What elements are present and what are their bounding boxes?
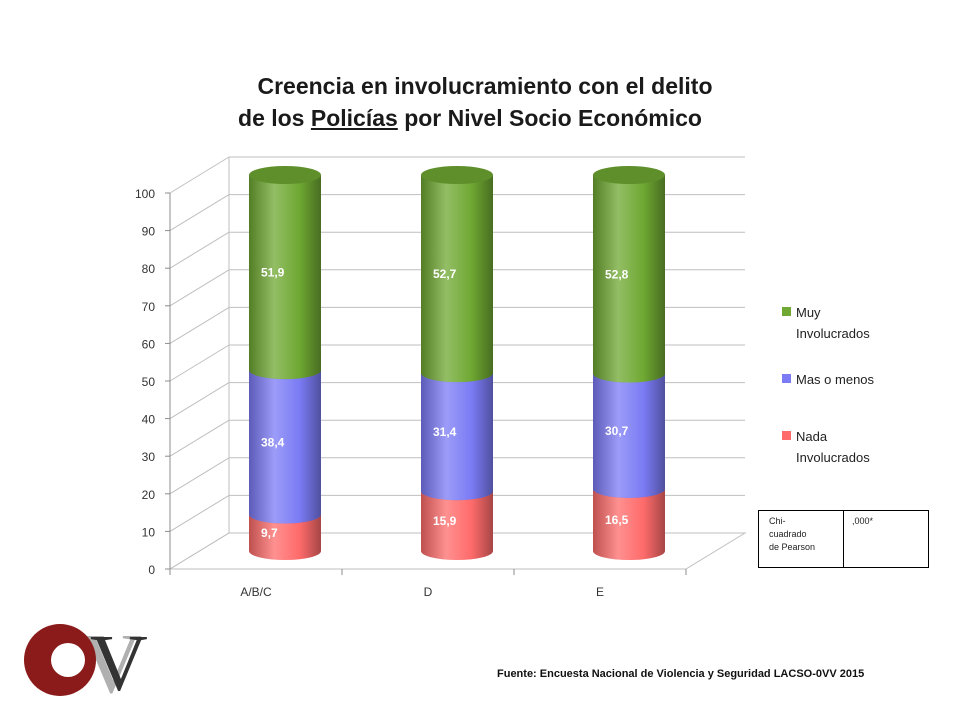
legend-label: Involucrados <box>796 326 870 341</box>
bar-segment <box>421 373 493 501</box>
chart-title: Creencia en involucramiento con el delit… <box>0 70 960 134</box>
data-label: 38,4 <box>261 435 285 449</box>
side-gridline <box>169 344 230 382</box>
data-label: 30,7 <box>605 424 629 438</box>
y-tick-label: 40 <box>142 413 156 427</box>
logo-v-letter: V <box>90 620 148 700</box>
y-tick-label: 50 <box>142 375 156 389</box>
side-gridline <box>169 156 230 194</box>
data-label: 9,7 <box>261 526 278 540</box>
logo-o-inner <box>51 643 85 677</box>
legend-item-nada-involucrados: Nada Involucrados <box>782 426 892 468</box>
data-label: 52,7 <box>433 267 457 281</box>
side-gridline <box>169 419 230 457</box>
legend-item-muy-involucrados: Muy Involucrados <box>782 302 892 344</box>
legend-label: Muy <box>796 305 821 320</box>
data-label: 15,9 <box>433 514 457 528</box>
y-tick-label: 90 <box>142 225 156 239</box>
bar-segment <box>249 175 321 380</box>
bar-segment <box>593 488 665 560</box>
chi-label-line: Chi- <box>769 516 786 526</box>
title-line2-suffix: por Nivel Socio Económico <box>397 105 702 131</box>
chart-legend: Muy Involucrados Mas o menos Nada Involu… <box>782 302 892 468</box>
data-label: 31,4 <box>433 425 457 439</box>
bar-segment <box>249 514 321 560</box>
ovv-logo: V V <box>22 615 182 711</box>
side-gridline <box>169 457 230 495</box>
source-note: Fuente: Encuesta Nacional de Violencia y… <box>497 668 865 680</box>
chi-label-line: cuadrado <box>769 529 807 539</box>
legend-swatch-blue <box>782 374 791 383</box>
data-label: 52,8 <box>605 267 629 281</box>
legend-swatch-red <box>782 431 791 440</box>
chi-square-label: Chi- cuadrado de Pearson <box>759 511 844 567</box>
y-tick-label: 60 <box>142 337 156 351</box>
chart-title-line2: de los Policías por Nivel Socio Económic… <box>0 102 960 134</box>
bar-segment <box>421 175 493 383</box>
bar-segment <box>249 370 321 524</box>
bar-segment <box>421 491 493 560</box>
chi-square-value: ,000* <box>852 516 874 526</box>
x-tick-label: A/B/C <box>240 585 272 599</box>
side-gridline <box>169 382 230 420</box>
title-underlined-word: Policías <box>310 105 398 131</box>
y-tick-label: 70 <box>142 300 156 314</box>
bar-segment-top <box>421 166 493 184</box>
ovv-logo-graphic: V V <box>24 615 148 711</box>
y-tick-label: 0 <box>148 563 155 577</box>
bar-segment-top <box>593 166 665 184</box>
side-gridline <box>169 306 230 344</box>
y-tick-label: 30 <box>142 450 156 464</box>
title-line2-prefix: de los <box>238 105 311 131</box>
bar-segment-top <box>249 166 321 184</box>
x-tick-label: E <box>596 585 604 599</box>
bar-segment <box>593 373 665 498</box>
y-tick-label: 10 <box>142 525 156 539</box>
chi-label-line: de Pearson <box>769 542 816 552</box>
side-gridline <box>169 269 230 307</box>
chart-title-line1: Creencia en involucramiento con el delit… <box>257 73 713 99</box>
side-gridline <box>169 231 230 269</box>
bar-segment <box>593 175 665 383</box>
legend-label: Mas o menos <box>796 372 875 387</box>
x-tick-label: D <box>424 585 433 599</box>
legend-swatch-green <box>782 307 791 316</box>
y-tick-label: 20 <box>142 488 156 502</box>
y-tick-label: 80 <box>142 262 156 276</box>
side-gridline <box>169 494 230 532</box>
chi-square-box: Chi- cuadrado de Pearson ,000* <box>758 510 929 568</box>
legend-label: Involucrados <box>796 450 870 465</box>
legend-label: Nada <box>796 429 828 444</box>
side-gridline <box>169 194 230 232</box>
data-label: 16,5 <box>605 513 629 527</box>
y-tick-label: 100 <box>135 187 155 201</box>
legend-item-mas-o-menos: Mas o menos <box>782 369 892 390</box>
data-label: 51,9 <box>261 266 285 280</box>
